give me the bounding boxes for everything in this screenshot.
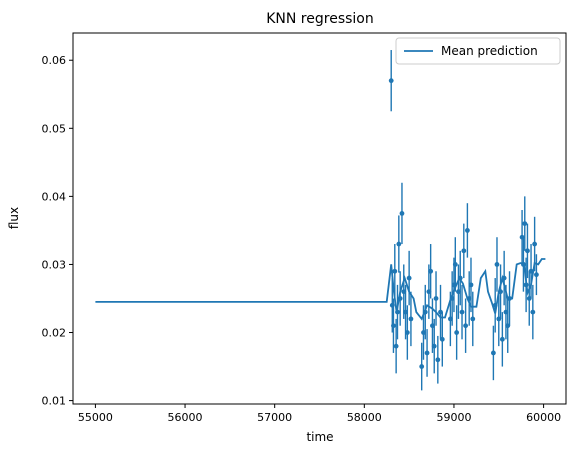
- data-point: [454, 330, 460, 335]
- data-point: [391, 323, 396, 329]
- y-tick-label: 0.04: [42, 190, 67, 203]
- data-point: [388, 78, 394, 84]
- data-point: [435, 357, 441, 363]
- x-axis-label: time: [306, 430, 333, 444]
- legend-label: Mean prediction: [441, 44, 538, 58]
- data-point: [461, 248, 467, 254]
- data-point: [428, 268, 434, 274]
- chart-title: KNN regression: [266, 11, 374, 27]
- data-point: [439, 336, 445, 342]
- data-point: [522, 221, 528, 227]
- data-point: [494, 262, 500, 267]
- mean-prediction-line: [95, 258, 546, 321]
- y-axis: 0.01 0.02 0.03 0.04 0.05 0.06: [42, 54, 73, 408]
- data-point: [499, 336, 505, 342]
- y-tick-label: 0.06: [42, 54, 67, 67]
- data-point: [431, 343, 437, 349]
- data-point: [532, 241, 538, 247]
- x-tick-label: 56000: [168, 411, 203, 424]
- y-tick-label: 0.01: [42, 395, 67, 408]
- x-tick-label: 55000: [78, 411, 113, 424]
- data-point: [534, 272, 539, 278]
- legend: Mean prediction: [395, 37, 561, 65]
- data-point: [433, 296, 439, 301]
- data-point: [530, 309, 536, 315]
- data-point: [463, 323, 469, 329]
- data-point: [470, 316, 476, 322]
- y-axis-label: flux: [7, 207, 21, 229]
- x-tick-label: 58000: [347, 411, 382, 424]
- data-point: [393, 343, 399, 349]
- data-point: [396, 241, 402, 247]
- data-point: [465, 228, 470, 233]
- y-tick-label: 0.02: [42, 327, 67, 340]
- data-point: [399, 210, 405, 216]
- plot-frame: [72, 32, 567, 405]
- x-tick-label: 60000: [526, 411, 561, 424]
- x-tick-label: 57000: [257, 411, 292, 424]
- y-tick-label: 0.03: [42, 258, 67, 271]
- data-point: [459, 309, 465, 315]
- data-point: [452, 262, 458, 267]
- data-point: [468, 282, 474, 288]
- data-point: [424, 350, 430, 356]
- x-tick-label: 59000: [436, 411, 471, 424]
- data-point: [392, 268, 398, 274]
- x-axis: 55000 56000 57000 58000 59000 60000: [78, 404, 561, 424]
- series-layer: [95, 50, 546, 391]
- data-point: [419, 364, 425, 369]
- y-tick-label: 0.05: [42, 122, 67, 135]
- data-point: [404, 330, 410, 335]
- data-point: [406, 275, 412, 281]
- data-point: [525, 248, 530, 254]
- data-point: [490, 350, 496, 356]
- data-point: [408, 316, 414, 322]
- legend-box: [395, 37, 561, 65]
